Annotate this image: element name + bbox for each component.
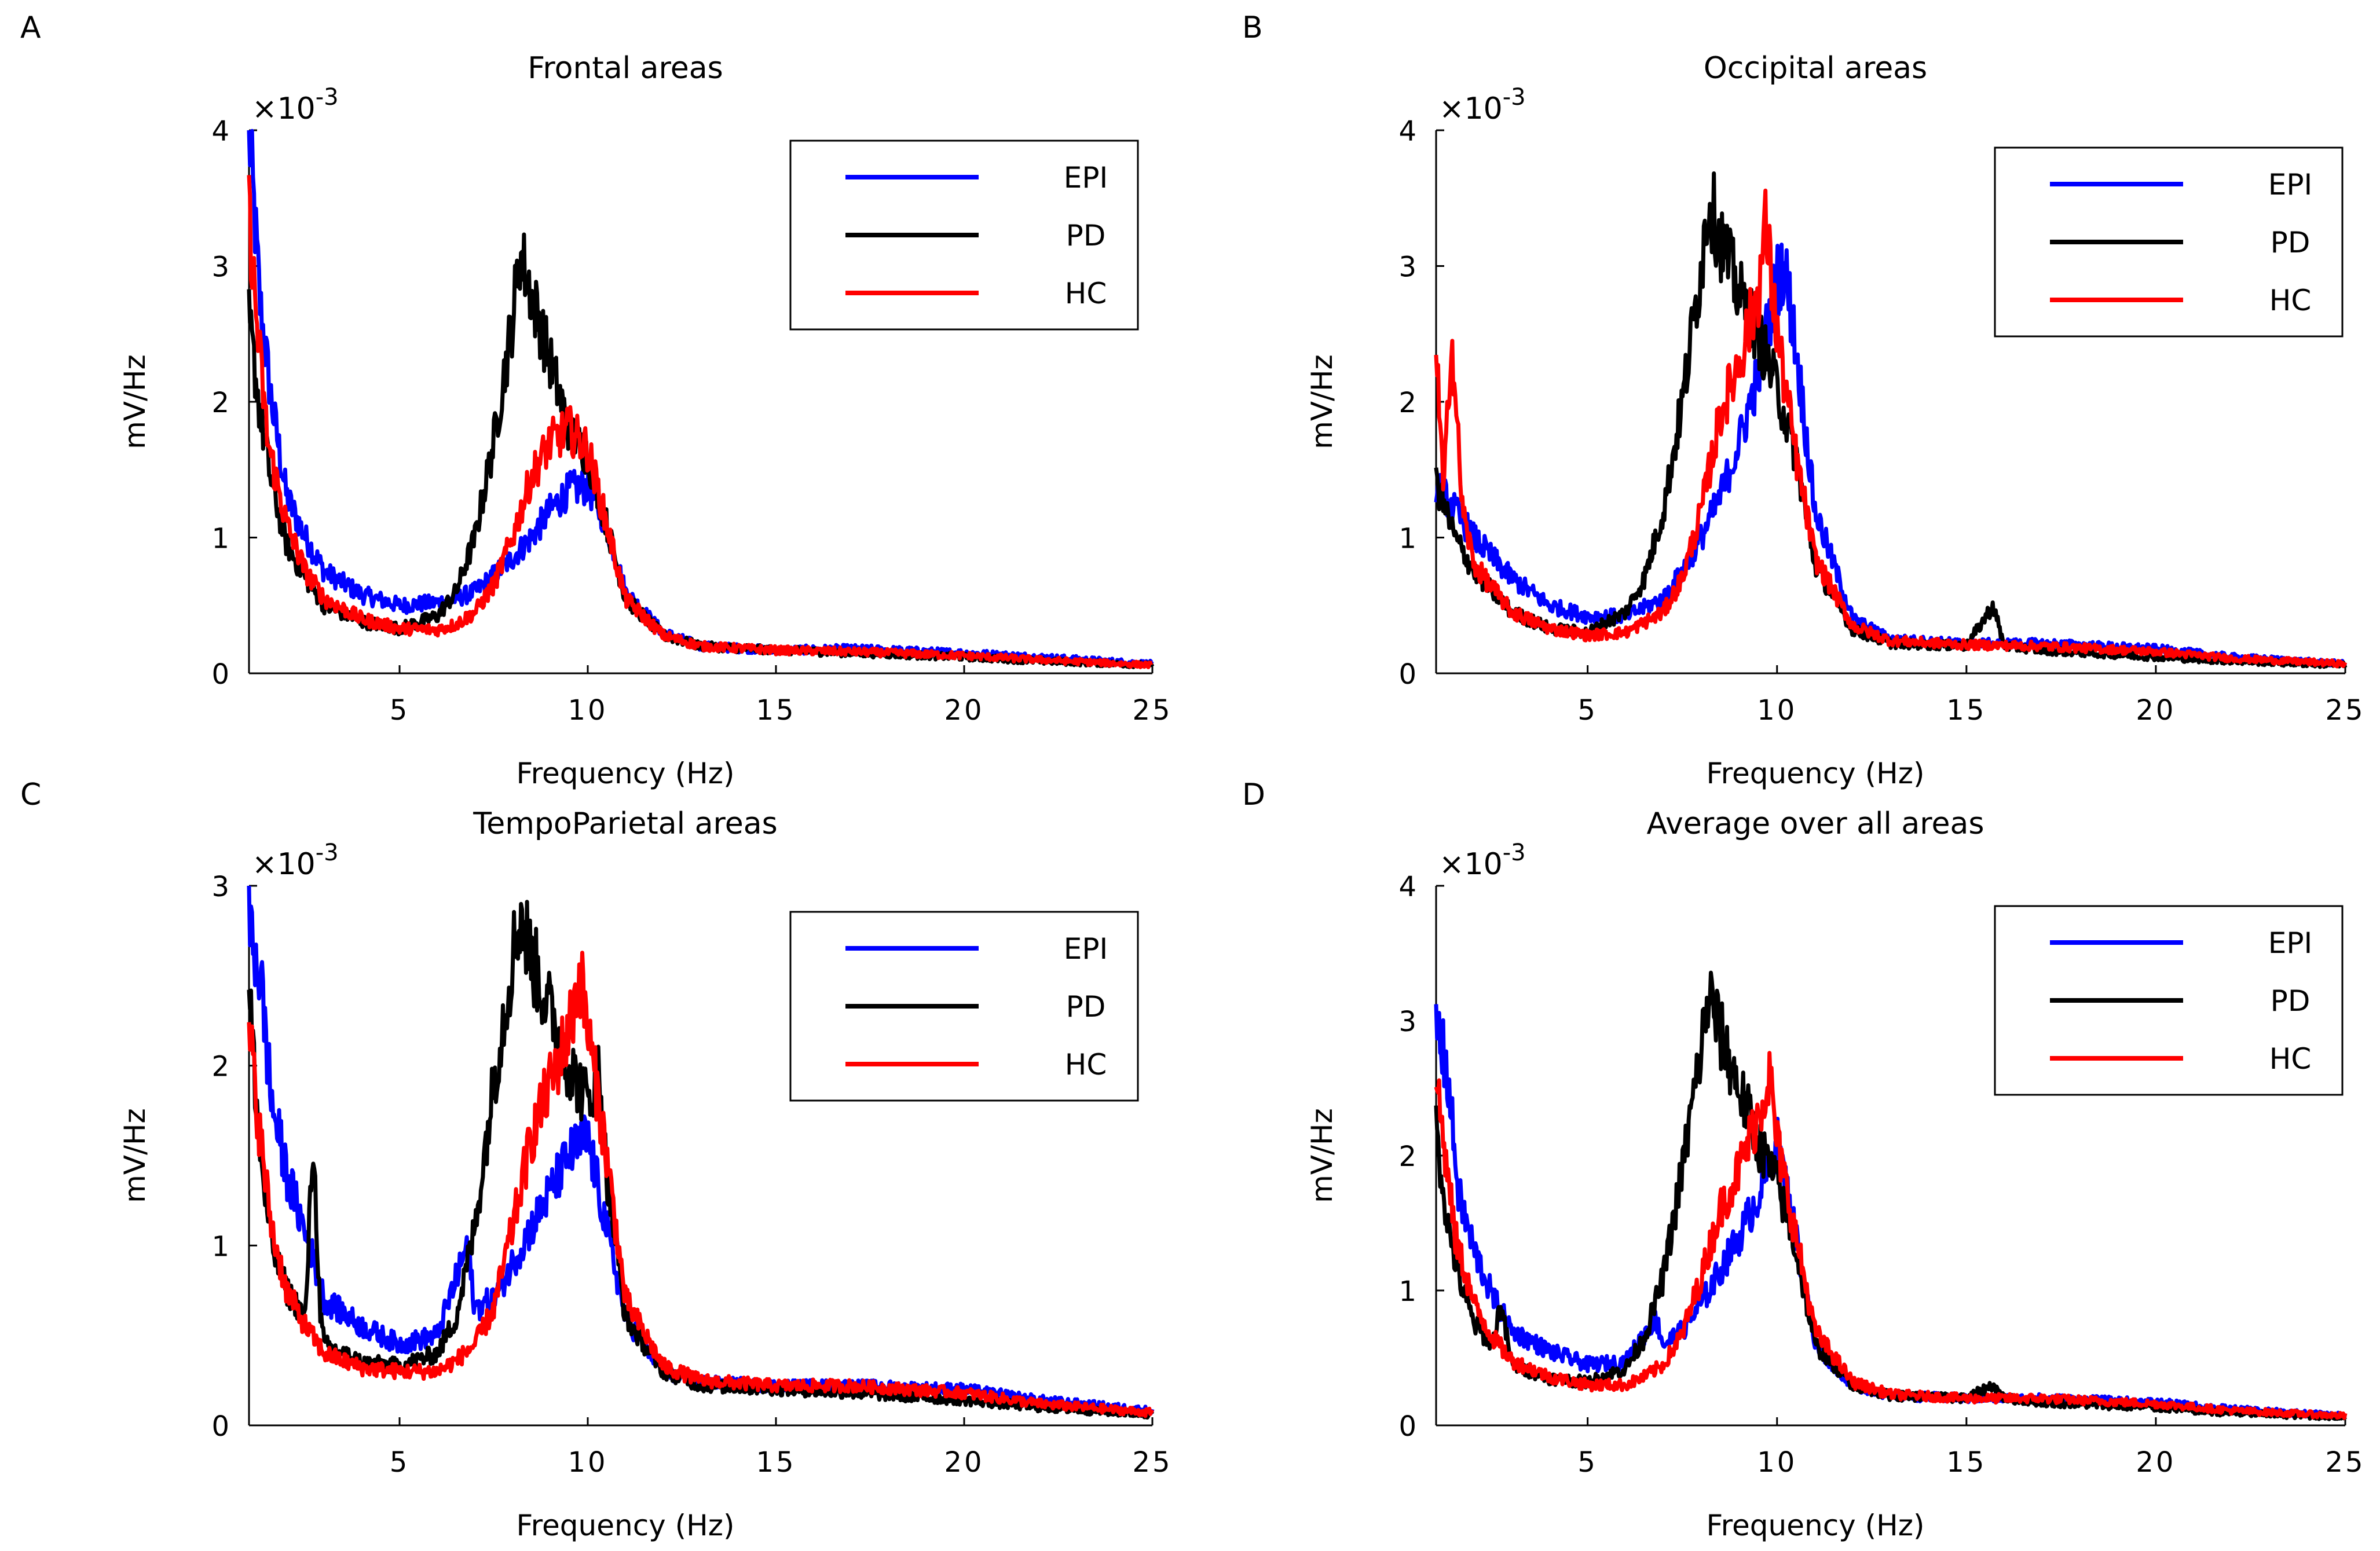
x-axis-label: Frequency (Hz): [1706, 757, 1924, 790]
x-tick-label: 25: [2325, 694, 2365, 727]
y-tick-label: 0: [211, 658, 232, 691]
exponent-power: -3: [316, 839, 339, 866]
y-tick-label: 1: [1398, 1275, 1419, 1308]
legend-label-hc: HC: [2269, 284, 2312, 317]
x-tick-label: 15: [756, 694, 796, 727]
panel-letter: C: [20, 778, 41, 812]
x-tick-label: 5: [1577, 1446, 1598, 1479]
y-tick-label: 4: [1398, 871, 1419, 903]
y-axis-label: mV/Hz: [1305, 354, 1339, 449]
legend-label-hc: HC: [2269, 1042, 2312, 1076]
y-tick-label: 4: [1398, 115, 1419, 148]
y-tick-label: 3: [1398, 251, 1419, 284]
x-tick-label: 15: [1946, 694, 1986, 727]
series-line-hc: [247, 951, 1155, 1418]
panel-letter: D: [1242, 778, 1265, 812]
y-tick-label: 2: [211, 387, 232, 419]
exponent-power: -3: [1503, 839, 1526, 866]
panel-c: C TempoParietal areas ×10-3 5 10 15 20 25 0 1 2 3 Fr…: [20, 778, 1172, 1542]
x-tick-label: 10: [1757, 1446, 1797, 1479]
legend: EPI PD HC: [789, 140, 1139, 331]
x-tick-label: 20: [2136, 1446, 2176, 1479]
y-tick-label: 1: [211, 1230, 232, 1263]
chart-title: Frontal areas: [528, 51, 723, 86]
legend-label-pd: PD: [1066, 219, 1106, 252]
legend: EPI PD HC: [1994, 905, 2344, 1096]
y-tick-label: 4: [211, 115, 232, 148]
x-tick-label: 25: [1132, 694, 1172, 727]
legend-label-hc: HC: [1065, 277, 1107, 310]
x-axis-label: Frequency (Hz): [1706, 1509, 1924, 1542]
exponent-label: ×10-3: [252, 84, 339, 126]
x-tick-label: 25: [2325, 1446, 2365, 1479]
legend-label-hc: HC: [1065, 1048, 1107, 1081]
y-tick-label: 2: [1398, 387, 1419, 419]
exponent-base: ×10: [1439, 847, 1503, 882]
exponent-label: ×10-3: [252, 839, 339, 882]
legend: EPI PD HC: [789, 911, 1139, 1102]
x-tick-label: 5: [1577, 694, 1598, 727]
chart-title: Average over all areas: [1647, 806, 1984, 841]
x-tick-label: 25: [1132, 1446, 1172, 1479]
series-line-pd: [247, 900, 1155, 1420]
legend-label-pd: PD: [2271, 984, 2311, 1018]
x-tick-label: 15: [756, 1446, 796, 1479]
series-line-hc: [247, 175, 1154, 669]
panel-letter: B: [1242, 10, 1263, 45]
exponent-power: -3: [316, 84, 339, 111]
panel-d: D Average over all areas ×10-3 5 10 15 20 25 0 1 2…: [1242, 778, 2365, 1542]
x-tick-label: 20: [944, 1446, 984, 1479]
legend-label-pd: PD: [1066, 990, 1106, 1024]
y-tick-label: 2: [211, 1051, 232, 1083]
chart-title: TempoParietal areas: [473, 806, 777, 841]
exponent-base: ×10: [252, 847, 316, 882]
x-tick-label: 20: [2136, 694, 2176, 727]
x-tick-label: 5: [390, 694, 410, 727]
exponent-base: ×10: [1439, 91, 1503, 126]
panel-letter: A: [20, 10, 41, 45]
y-tick-label: 3: [1398, 1006, 1419, 1038]
y-tick-label: 2: [1398, 1141, 1419, 1173]
x-tick-label: 15: [1946, 1446, 1986, 1479]
exponent-label: ×10-3: [1439, 839, 1526, 882]
x-tick-label: 10: [567, 1446, 607, 1479]
x-axis-label: Frequency (Hz): [516, 1509, 734, 1542]
y-tick-label: 1: [211, 523, 232, 555]
legend: EPI PD HC: [1994, 146, 2344, 338]
y-axis-label: mV/Hz: [1305, 1108, 1339, 1203]
y-tick-label: 3: [211, 871, 232, 903]
legend-label-epi: EPI: [2268, 926, 2313, 960]
y-axis-label: mV/Hz: [118, 1108, 152, 1203]
x-tick-label: 20: [944, 694, 984, 727]
y-tick-label: 0: [211, 1410, 232, 1443]
legend-label-epi: EPI: [1064, 161, 1108, 195]
legend-label-epi: EPI: [2268, 168, 2313, 201]
y-tick-label: 1: [1398, 523, 1419, 555]
exponent-power: -3: [1503, 84, 1526, 111]
x-tick-label: 10: [1757, 694, 1797, 727]
panel-b: B Occipital areas ×10-3 5 10 15 20 25 0 1 2 3 4 Frequ…: [1242, 10, 2365, 790]
exponent-base: ×10: [252, 91, 316, 126]
exponent-label: ×10-3: [1439, 84, 1526, 126]
legend-label-pd: PD: [2271, 226, 2311, 259]
legend-label-epi: EPI: [1064, 932, 1108, 966]
x-tick-label: 5: [390, 1446, 410, 1479]
x-axis-label: Frequency (Hz): [516, 757, 734, 790]
x-tick-label: 10: [567, 694, 607, 727]
series-line-hc: [1434, 188, 2348, 669]
y-axis-label: mV/Hz: [118, 354, 152, 449]
y-tick-label: 3: [211, 251, 232, 284]
chart-title: Occipital areas: [1704, 51, 1927, 86]
panel-a: A Frontal areas ×10-3 5 10 15 20 25 0 1 2 3 4 Frequen…: [20, 10, 1172, 790]
y-tick-label: 0: [1398, 658, 1419, 691]
y-tick-label: 0: [1398, 1410, 1419, 1443]
series-line-hc: [1434, 1051, 2348, 1420]
